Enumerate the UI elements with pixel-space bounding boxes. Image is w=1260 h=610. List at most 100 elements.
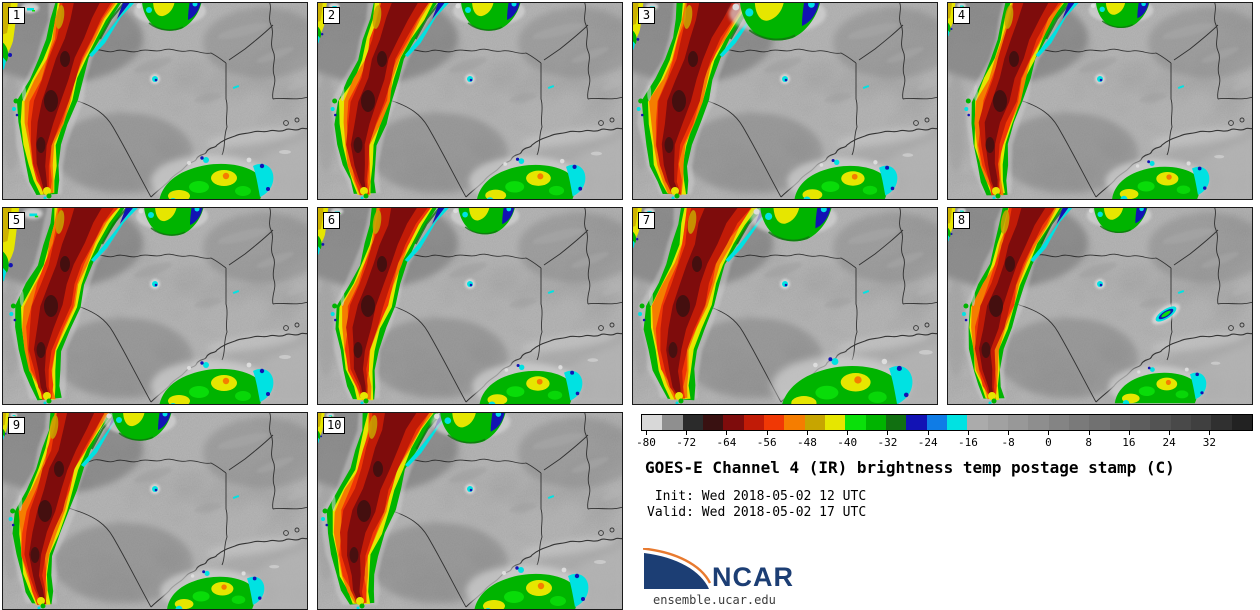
ncar-logo-graphic: NCAR <box>642 547 793 592</box>
colorbar-tick-mark <box>766 431 768 435</box>
colorbar-segment <box>1028 415 1049 430</box>
colorbar-tick-label: -64 <box>716 436 737 449</box>
member-number-badge: 1 <box>8 7 25 24</box>
top-storm-blob <box>134 3 206 31</box>
gulf-storm-cluster <box>151 355 291 404</box>
colorbar-tick-label: 24 <box>1162 436 1176 449</box>
satellite-ir-map <box>948 208 1252 404</box>
colorbar-segment <box>763 415 785 430</box>
convective-band <box>964 3 1079 199</box>
colorbar-tick-label: 16 <box>1122 436 1136 449</box>
ir-map-svg <box>3 208 307 404</box>
ir-map-svg <box>3 3 307 199</box>
corner-cloud-feature <box>318 413 335 444</box>
colorbar-segment <box>804 415 825 430</box>
member-number-badge: 7 <box>638 212 655 229</box>
gulf-storm-cluster <box>787 153 914 199</box>
colorbar-segment <box>845 415 866 430</box>
figure-title: GOES-E Channel 4 (IR) brightness temp po… <box>645 458 1175 477</box>
member-panel-4: 4 <box>947 2 1253 200</box>
convective-band <box>330 3 449 199</box>
ir-map-svg <box>633 3 937 199</box>
member-panel-3: 3 <box>632 2 938 200</box>
satellite-ir-map <box>318 413 622 609</box>
colorbar-tick-label: 8 <box>1085 436 1092 449</box>
small-cloud-specks <box>150 484 240 499</box>
legend-block: -80 -72 -64 -56 -48 -40 -32 -24 -16 -8 0 8 16 24 32 GO… <box>636 412 1257 610</box>
colorbar-segment <box>682 415 703 430</box>
colorbar-segment <box>906 415 927 430</box>
colorbar-segment <box>865 415 886 430</box>
satellite-ir-map <box>3 413 307 609</box>
gulf-storm-cluster <box>160 564 280 609</box>
top-storm-blob <box>136 208 208 236</box>
member-number-badge: 5 <box>8 212 25 229</box>
colorbar-segment <box>1231 415 1252 430</box>
colorbar-tick-label: -40 <box>837 436 858 449</box>
colorbar-tick-mark <box>1169 431 1171 435</box>
small-cloud-specks <box>780 74 870 89</box>
corner-cloud-feature <box>3 413 18 440</box>
colorbar-segment <box>784 415 805 430</box>
colorbar-tick-mark <box>927 431 929 435</box>
colorbar-tick-mark <box>847 431 849 435</box>
satellite-ir-map <box>318 208 622 404</box>
satellite-ir-map <box>318 3 622 199</box>
colorbar-tick-mark <box>1088 431 1090 435</box>
init-time-text: Init: Wed 2018-05-02 12 UTC <box>647 489 867 504</box>
convective-band <box>8 413 125 609</box>
colorbar-tick-label: -24 <box>917 436 938 449</box>
colorbar-tick-mark <box>1008 431 1010 435</box>
site-url-text: ensemble.ucar.edu <box>653 593 776 607</box>
gulf-storm-cluster <box>1108 361 1221 404</box>
colorbar-tick-label: -56 <box>756 436 777 449</box>
colorbar-tick-label: 32 <box>1202 436 1216 449</box>
colorbar-segment <box>987 415 1008 430</box>
small-cloud-specks <box>150 74 240 89</box>
satellite-ir-map <box>3 3 307 199</box>
top-storm-blob <box>450 208 520 235</box>
colorbar-segment <box>926 415 947 430</box>
colorbar-tick-label: -72 <box>676 436 697 449</box>
member-number-badge: 6 <box>323 212 340 229</box>
colorbar-tick-label: -32 <box>877 436 898 449</box>
member-number-badge: 9 <box>8 417 25 434</box>
convective-band <box>321 413 453 609</box>
colorbar-tick-mark <box>967 431 969 435</box>
ir-map-svg <box>318 413 622 609</box>
valid-time-text: Valid: Wed 2018-05-02 17 UTC <box>647 505 867 520</box>
gulf-storm-cluster <box>472 358 599 404</box>
colorbar-tick-label: -80 <box>636 436 656 449</box>
convective-band <box>330 208 449 404</box>
convective-band <box>636 3 767 199</box>
top-storm-blob <box>1088 3 1154 29</box>
gulf-storm-cluster <box>151 150 291 199</box>
small-cloud-specks <box>780 279 870 294</box>
small-cloud-specks <box>150 279 240 294</box>
colorbar-tick-mark <box>806 431 808 435</box>
ir-map-svg <box>318 3 622 199</box>
colorbar-segment <box>1129 415 1151 430</box>
member-panel-9: 9 <box>2 412 308 610</box>
member-number-badge: 3 <box>638 7 655 24</box>
colorbar-segment <box>1170 415 1191 430</box>
colorbar-tick-label: 0 <box>1045 436 1052 449</box>
top-storm-blob <box>729 3 827 41</box>
top-storm-blob <box>453 3 525 31</box>
colorbar-tick-mark <box>686 431 688 435</box>
convective-band <box>638 208 775 404</box>
satellite-ir-map <box>948 3 1252 199</box>
ir-map-svg <box>3 413 307 609</box>
colorbar-tick-mark <box>1048 431 1050 435</box>
midlevel-cloud-streak <box>1152 303 1180 325</box>
ir-map-svg <box>318 208 622 404</box>
colorbar-segment <box>743 415 764 430</box>
small-cloud-specks <box>465 279 555 294</box>
colorbar-tick-label: -8 <box>1001 436 1015 449</box>
small-cloud-specks <box>1095 74 1185 89</box>
colorbar-segment <box>1190 415 1212 430</box>
top-storm-blob <box>104 413 176 441</box>
colorbar-segment <box>662 415 683 430</box>
top-storm-blob <box>1086 208 1152 234</box>
colorbar-segment <box>1109 415 1130 430</box>
